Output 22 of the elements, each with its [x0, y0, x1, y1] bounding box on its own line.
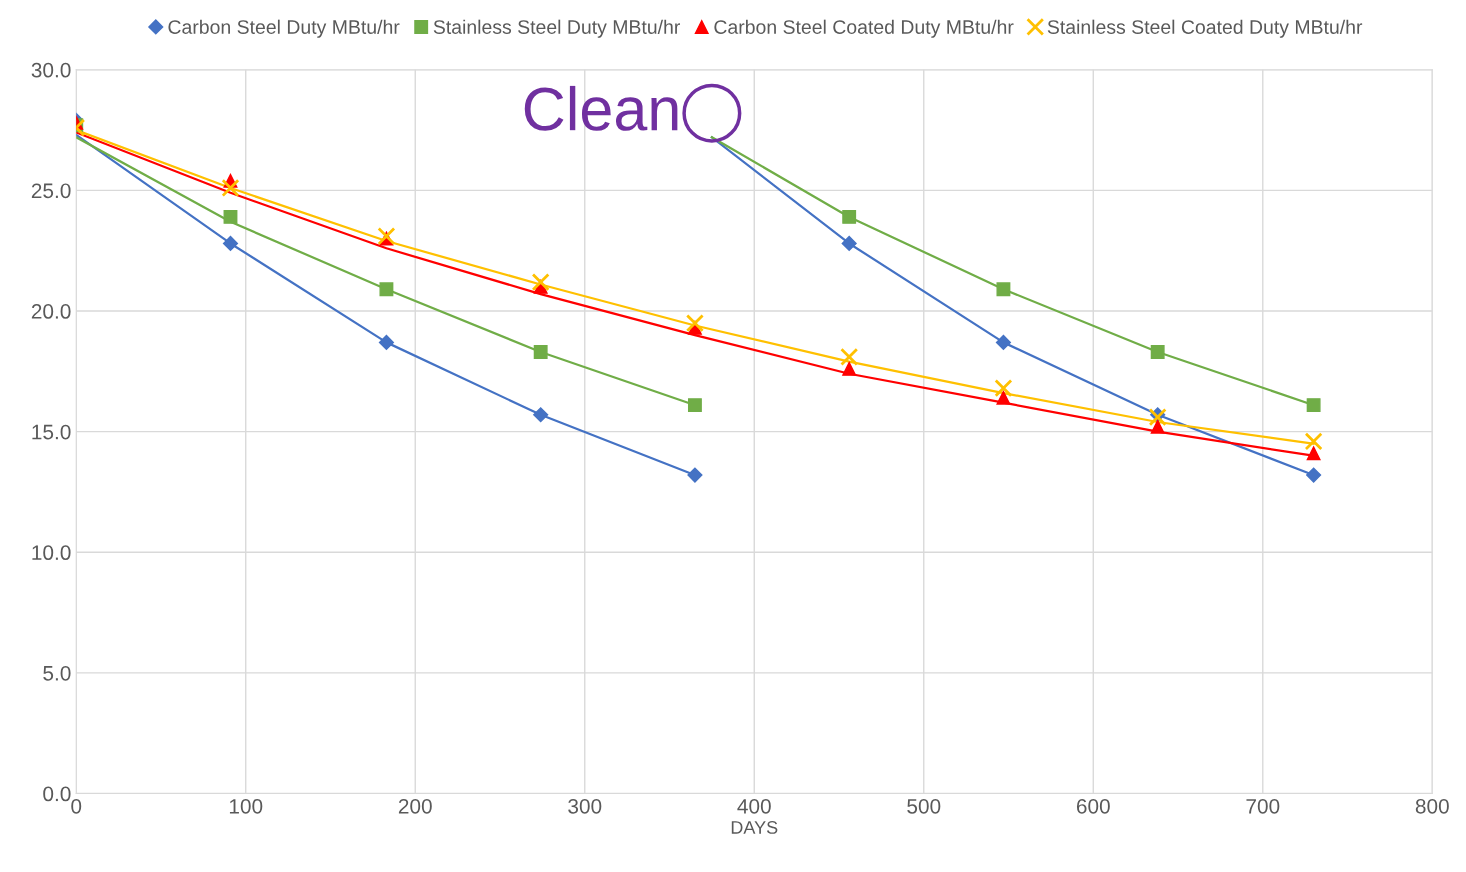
y-tick-label: 0.0 [43, 786, 71, 802]
y-tick-label: 20.0 [31, 304, 71, 319]
x-tick-label: 300 [568, 798, 602, 814]
y-tick-label: 30.0 [31, 62, 71, 78]
annotation: Clean [524, 85, 678, 131]
x-tick-label: 500 [907, 798, 941, 814]
y-tick-label: 15.0 [32, 424, 71, 440]
legend-label: Carbon Steel Coated Duty MBtu/hr [714, 19, 1014, 38]
legend-label: Stainless Steel Coated Duty MBtu/hr [1047, 19, 1363, 38]
x-tick-label: 600 [1076, 798, 1110, 814]
legend-label: Carbon Steel Duty MBtu/hr [168, 19, 400, 38]
y-tick-label: 10.0 [32, 545, 71, 561]
x-tick-label: 200 [398, 798, 432, 814]
x-tick-label: 100 [229, 798, 263, 814]
x-tick-label: 800 [1415, 798, 1449, 814]
legend-label: Stainless Steel Duty MBtu/hr [433, 19, 681, 38]
x-tick-label: 400 [737, 798, 771, 814]
x-tick-label: 700 [1246, 798, 1280, 814]
y-tick-label: 25.0 [31, 183, 71, 199]
y-tick-label: 5.0 [43, 665, 71, 681]
x-tick-label: 0 [71, 798, 82, 814]
x-axis-title: DAYS [731, 821, 778, 834]
